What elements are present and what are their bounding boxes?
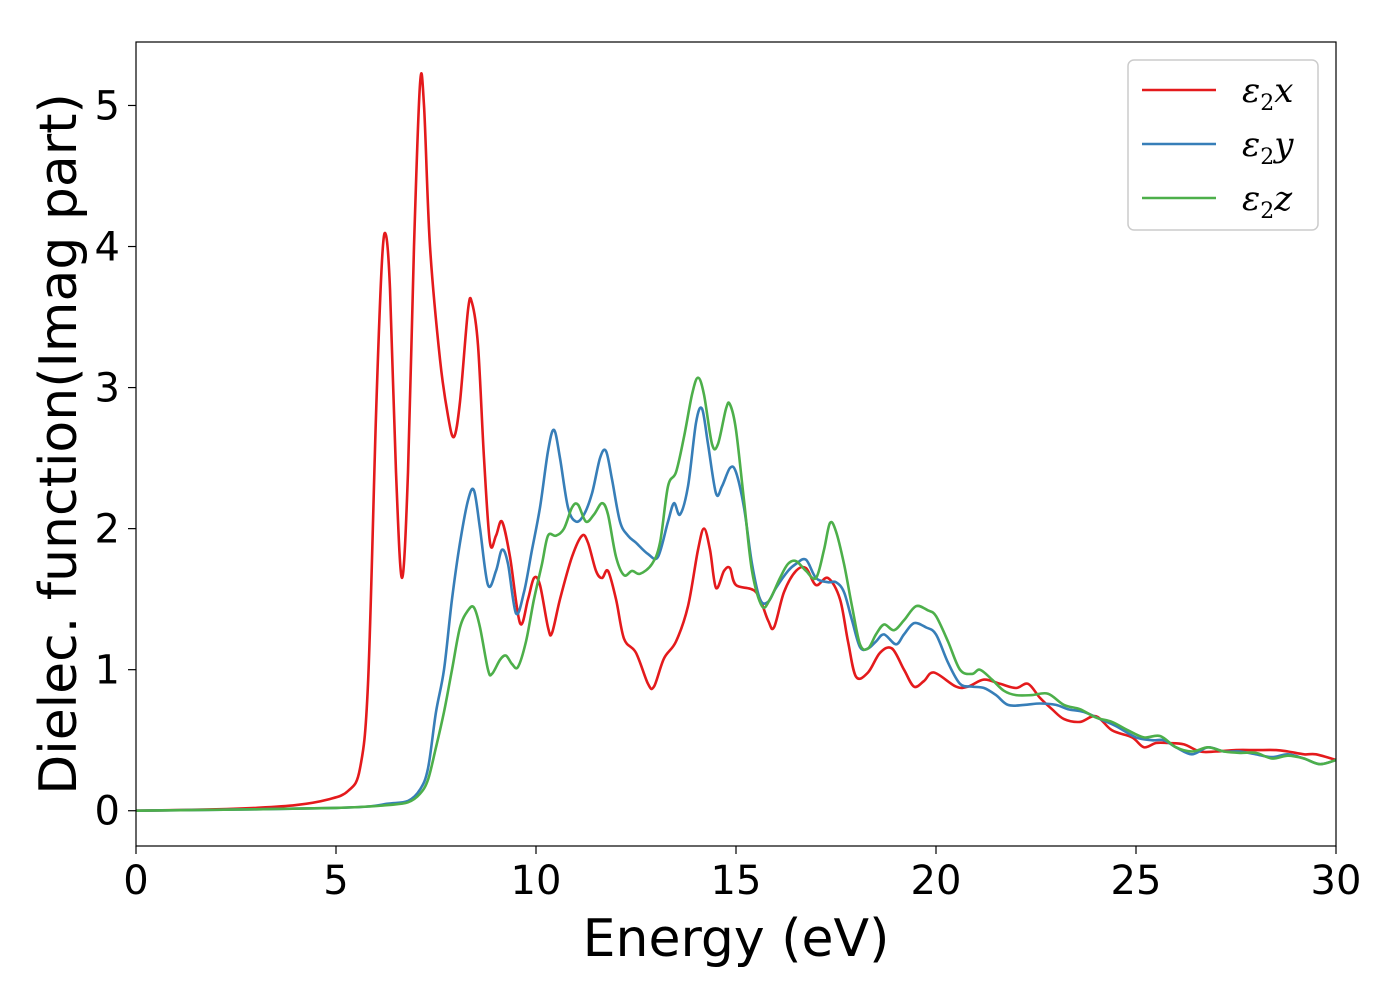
x-axis-label: Energy (eV) <box>583 909 890 969</box>
y-tick-label: 0 <box>95 789 120 835</box>
series-layer <box>135 72 1337 812</box>
x-tick-label: 10 <box>511 858 562 904</box>
legend-label-z: ε2z <box>1242 179 1293 224</box>
legend-label-y: ε2y <box>1242 125 1294 170</box>
y-axis-label: Dielec. function(Imag part) <box>29 93 89 795</box>
x-tick-label: 15 <box>711 858 762 904</box>
x-tick-label: 25 <box>1111 858 1162 904</box>
y-tick-label: 3 <box>95 366 120 412</box>
x-tick-label: 30 <box>1311 858 1362 904</box>
y-tick-label: 4 <box>95 225 120 271</box>
y-axis: 0 1 2 3 4 5 <box>95 83 136 835</box>
series-line-y <box>135 406 1337 812</box>
x-tick-label: 0 <box>123 858 148 904</box>
series-line-x <box>135 72 1337 812</box>
legend: ε2x ε2y ε2z <box>1127 59 1319 231</box>
legend-label-x: ε2x <box>1242 71 1293 116</box>
x-axis: 0 5 10 15 20 25 30 <box>123 846 1361 904</box>
y-tick-label: 1 <box>95 648 120 694</box>
legend-box <box>1127 59 1319 231</box>
x-tick-label: 5 <box>323 858 348 904</box>
x-tick-label: 20 <box>911 858 962 904</box>
y-tick-label: 5 <box>95 83 120 129</box>
y-tick-label: 2 <box>95 507 120 553</box>
series-line-z <box>135 376 1337 812</box>
